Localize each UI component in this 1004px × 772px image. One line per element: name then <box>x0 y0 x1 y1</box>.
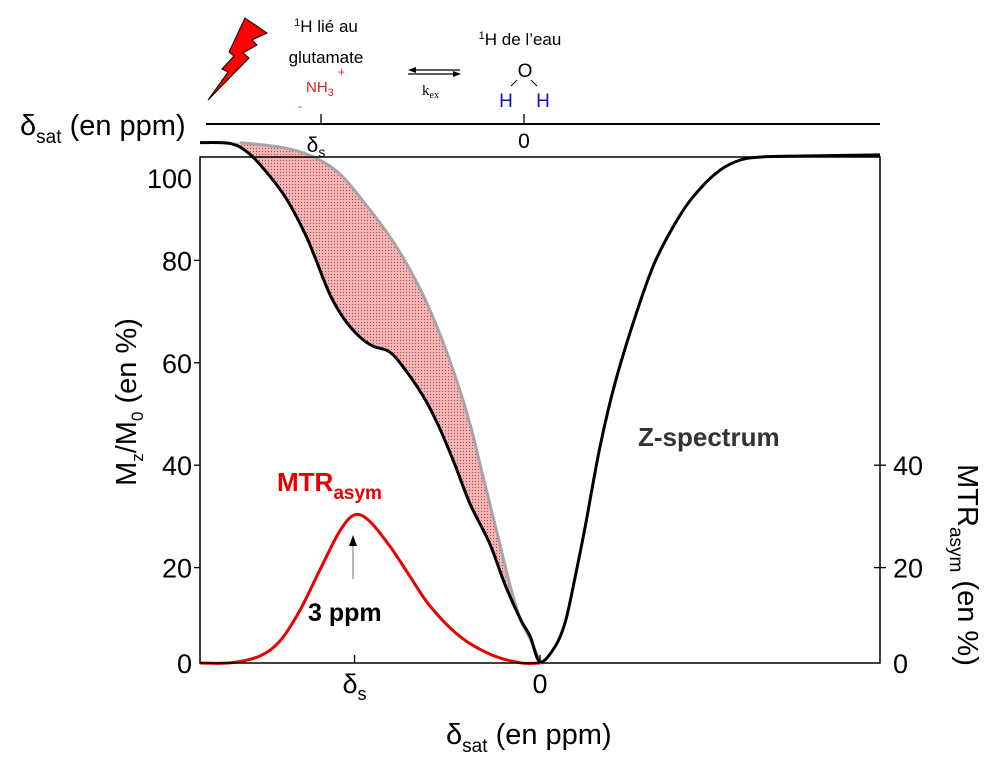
plot-frame <box>199 156 881 664</box>
series-line-mtrasym <box>199 512 541 666</box>
mtrasym-label: MTRasym <box>277 467 382 504</box>
y-tick-label-left-0: 0 <box>177 649 192 679</box>
y-tick-label-right-20: 20 <box>893 554 923 584</box>
y-tick-label-left-40: 40 <box>162 451 192 481</box>
x-tick-label-0: 0 <box>532 669 547 699</box>
nh3-group: NH3 + - <box>298 65 345 113</box>
glutamate-label-line2: glutamate <box>289 48 364 67</box>
series-line-z-spectrum-miroir <box>240 141 542 663</box>
y-tick-label-right-0: 0 <box>893 649 908 679</box>
kex-label: kex <box>422 83 439 101</box>
top-axis-tick-label-s: δs <box>307 134 326 160</box>
water-oxygen: O <box>518 61 533 82</box>
nh3-plus: + <box>338 65 345 79</box>
series-line-z-spectrum <box>199 141 881 664</box>
left-axis: 0 20 40 60 80 100 <box>147 164 200 679</box>
lightning-bolt-icon <box>207 17 269 101</box>
glutamate-label-line1: 1H lié au <box>294 17 358 36</box>
water-bond-left <box>510 79 518 87</box>
peak-arrow-label: 3 ppm <box>308 599 382 627</box>
y-axis-left-title: Mz/M0 (en %) <box>111 318 147 486</box>
y-tick-label-left-80: 80 <box>162 246 192 276</box>
mtr-shaded-area <box>200 142 540 662</box>
right-axis: 0 20 40 <box>874 451 923 679</box>
water-label: 1H de l’eau <box>479 30 562 49</box>
y-tick-label-left-20: 20 <box>162 554 192 584</box>
y-tick-label-right-40: 40 <box>893 451 923 481</box>
y-axis-right-title: MTRasym (en %) <box>945 464 983 666</box>
nh3-minus: - <box>298 99 302 113</box>
water-bond-right <box>530 79 538 87</box>
y-tick-label-left-60: 60 <box>162 349 192 379</box>
peak-arrow-head-icon <box>349 535 357 546</box>
top-axis-tick-label-zero: 0 <box>518 130 530 153</box>
z-spectrum-label: Z-spectrum <box>638 422 780 452</box>
nh3-label: NH3 <box>306 79 334 99</box>
chart: 0 20 40 60 80 100 0 20 40 δs 0 δsat (en ppm) Mz/… <box>111 141 983 757</box>
y-tick-label-left-100: 100 <box>147 164 192 194</box>
series-layer <box>199 141 881 666</box>
water-hydrogen-left: H <box>499 91 513 112</box>
bottom-axis: δs 0 <box>343 655 548 704</box>
schema: 1H lié au glutamate NH3 + - kex 1H de l’… <box>20 17 880 160</box>
water-hydrogen-right: H <box>536 91 550 112</box>
x-tick-label-s: δs <box>343 669 367 704</box>
top-axis-label: δsat (en ppm) <box>20 110 186 148</box>
x-axis-title: δsat (en ppm) <box>446 719 612 757</box>
exchange-arrow-icon <box>408 67 461 77</box>
